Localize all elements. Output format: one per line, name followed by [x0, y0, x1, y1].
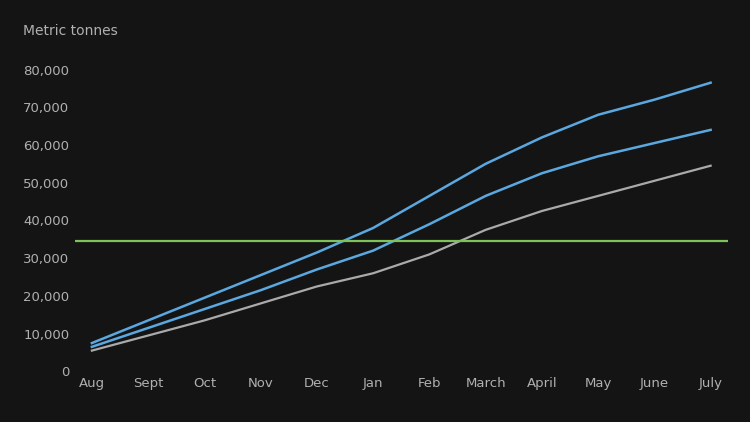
- Text: Metric tonnes: Metric tonnes: [22, 24, 118, 38]
